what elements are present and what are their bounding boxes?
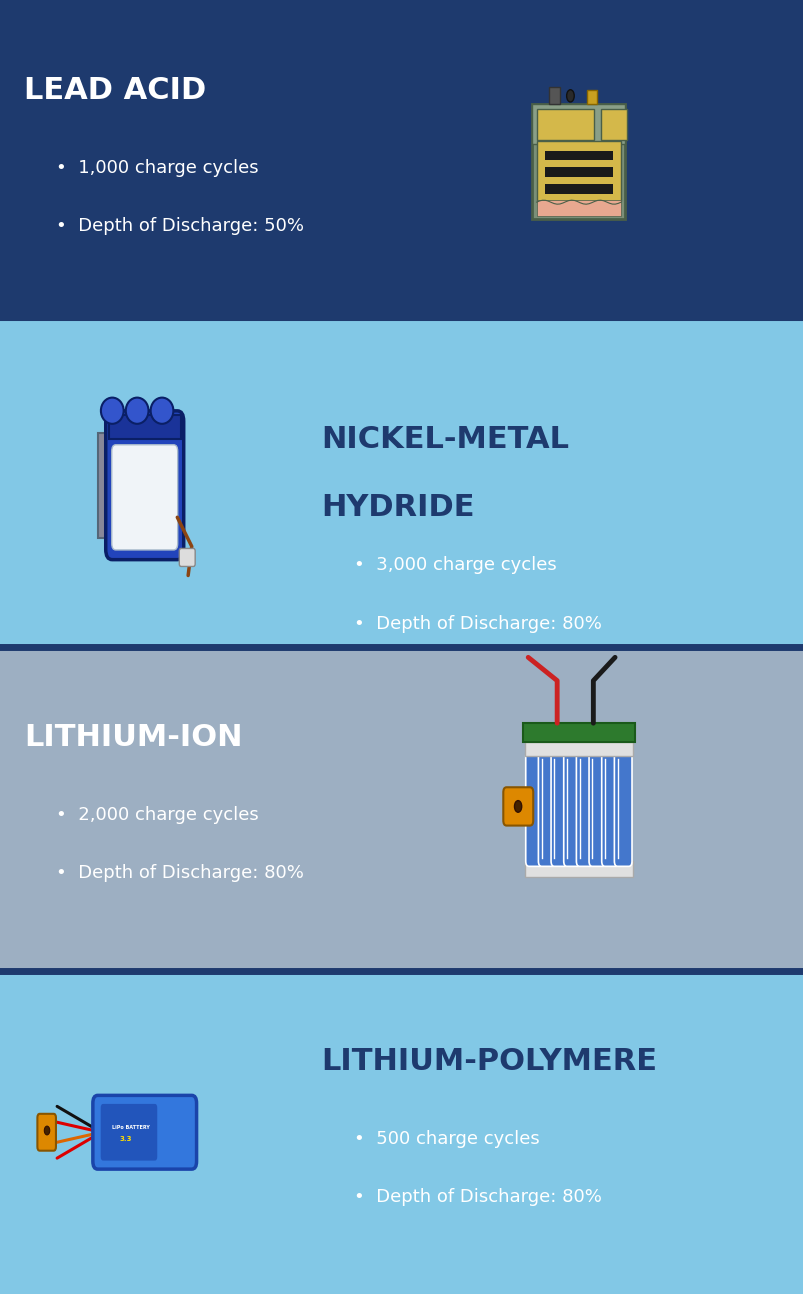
Text: LITHIUM-ION: LITHIUM-ION xyxy=(24,723,243,752)
Bar xyxy=(98,432,112,538)
FancyBboxPatch shape xyxy=(550,751,568,867)
FancyBboxPatch shape xyxy=(563,751,581,867)
Bar xyxy=(0,970,803,1294)
FancyBboxPatch shape xyxy=(532,104,625,220)
Text: •  2,000 charge cycles: • 2,000 charge cycles xyxy=(56,806,259,824)
Text: •  3,000 charge cycles: • 3,000 charge cycles xyxy=(353,556,556,575)
Bar xyxy=(536,141,620,201)
Bar xyxy=(0,0,803,324)
Ellipse shape xyxy=(44,1126,50,1135)
FancyBboxPatch shape xyxy=(601,751,618,867)
Bar xyxy=(0,647,803,970)
FancyBboxPatch shape xyxy=(538,751,556,867)
FancyBboxPatch shape xyxy=(503,787,532,826)
Bar xyxy=(544,150,612,160)
Bar xyxy=(600,109,626,140)
Bar xyxy=(524,862,633,877)
Bar xyxy=(548,87,559,104)
Ellipse shape xyxy=(566,89,573,102)
Ellipse shape xyxy=(150,397,173,424)
Bar xyxy=(536,109,593,140)
FancyBboxPatch shape xyxy=(576,751,593,867)
Bar xyxy=(522,723,634,741)
Bar xyxy=(532,104,625,145)
Bar xyxy=(544,184,612,194)
FancyBboxPatch shape xyxy=(100,1104,157,1161)
FancyBboxPatch shape xyxy=(179,549,195,567)
Bar xyxy=(544,167,612,177)
Text: •  Depth of Discharge: 80%: • Depth of Discharge: 80% xyxy=(353,1188,601,1206)
FancyBboxPatch shape xyxy=(112,445,177,550)
Bar xyxy=(524,741,633,756)
Ellipse shape xyxy=(514,801,521,813)
FancyBboxPatch shape xyxy=(525,751,543,867)
Bar xyxy=(536,201,620,216)
Text: •  1,000 charge cycles: • 1,000 charge cycles xyxy=(56,159,259,177)
Ellipse shape xyxy=(125,397,149,424)
FancyBboxPatch shape xyxy=(92,1095,196,1170)
Text: •  Depth of Discharge: 50%: • Depth of Discharge: 50% xyxy=(56,217,304,236)
Text: LEAD ACID: LEAD ACID xyxy=(24,76,206,105)
Text: 3.3: 3.3 xyxy=(119,1136,132,1143)
Bar xyxy=(586,91,596,104)
Text: NICKEL-METAL: NICKEL-METAL xyxy=(321,426,569,454)
FancyBboxPatch shape xyxy=(37,1114,56,1150)
Text: •  Depth of Discharge: 80%: • Depth of Discharge: 80% xyxy=(56,864,304,883)
Text: •  500 charge cycles: • 500 charge cycles xyxy=(353,1130,539,1148)
Ellipse shape xyxy=(100,397,124,424)
Bar xyxy=(108,415,181,439)
Bar xyxy=(0,324,803,647)
Text: LITHIUM-POLYMERE: LITHIUM-POLYMERE xyxy=(321,1047,657,1075)
FancyBboxPatch shape xyxy=(105,411,183,559)
Text: •  Depth of Discharge: 80%: • Depth of Discharge: 80% xyxy=(353,615,601,633)
FancyBboxPatch shape xyxy=(613,751,631,867)
FancyBboxPatch shape xyxy=(589,751,606,867)
Text: HYDRIDE: HYDRIDE xyxy=(321,493,475,521)
Text: LiPo BATTERY: LiPo BATTERY xyxy=(112,1124,150,1130)
